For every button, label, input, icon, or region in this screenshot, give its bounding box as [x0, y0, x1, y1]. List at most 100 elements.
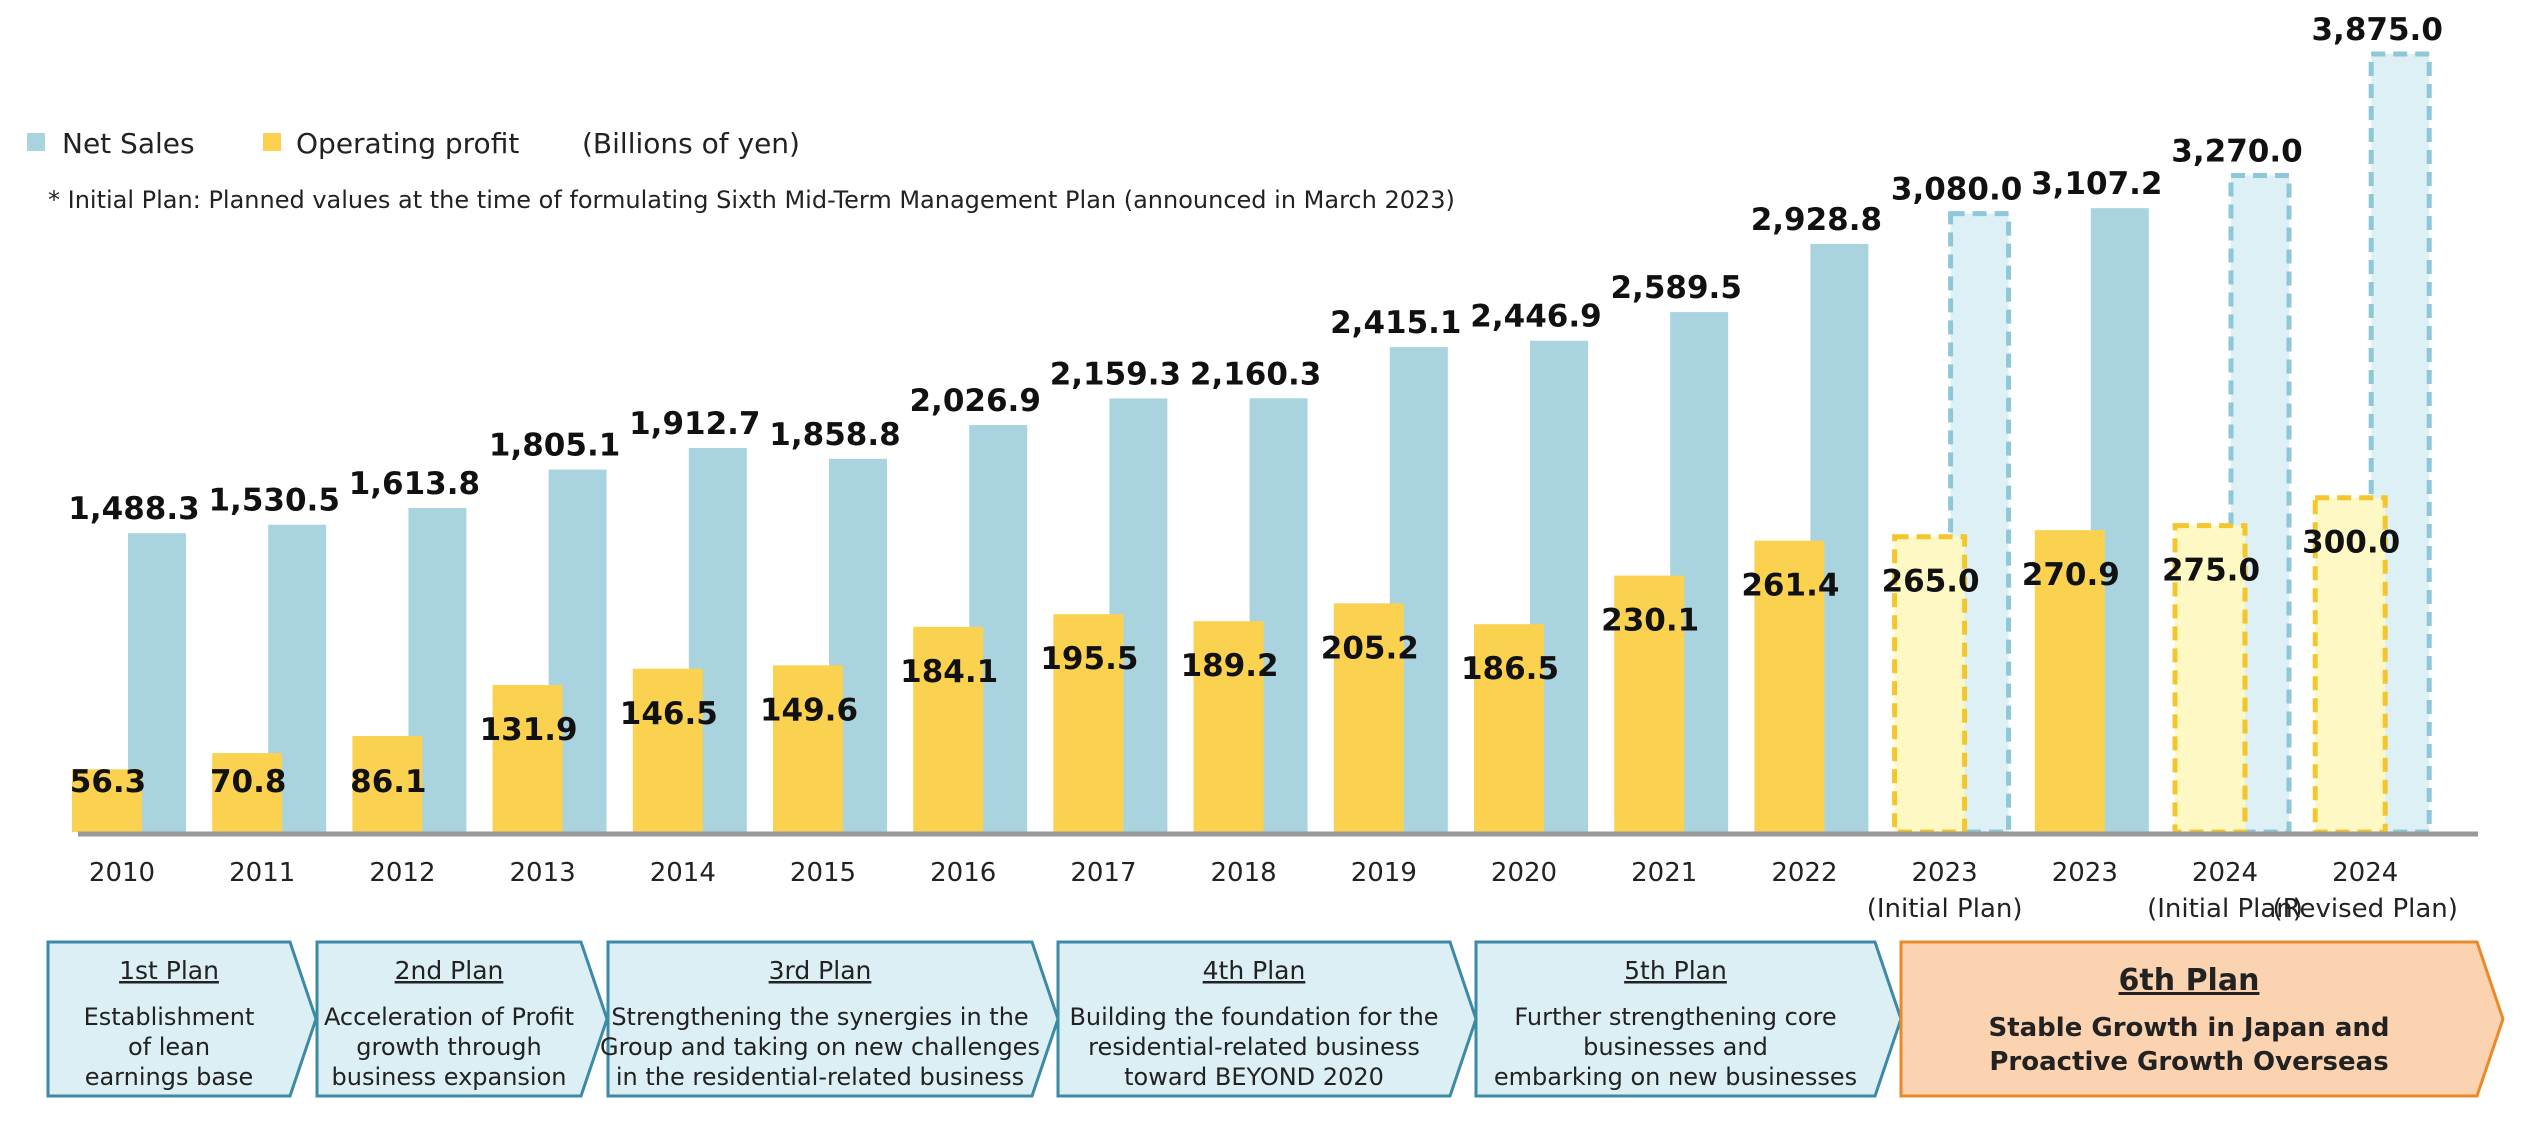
x-tick-label: 2016	[930, 858, 996, 888]
operating-profit-value-label: 149.6	[760, 692, 858, 728]
x-axis-labels: 2010 2011 2012 2013 2014 2015 2016 2017 2018 2019…	[89, 858, 2458, 924]
operating-profit-bar	[72, 769, 142, 832]
x-tick-label: 2018	[1211, 858, 1277, 888]
net-sales-value-label: 1,613.8	[349, 466, 480, 502]
plan-description-line: in the residential-related business	[616, 1063, 1024, 1091]
x-tick-label: 2011	[229, 858, 295, 888]
x-tick-label: 2023	[2052, 858, 2118, 888]
operating-profit-bar	[492, 685, 563, 832]
plan-box-4: 4th Plan Building the foundation for ther…	[1056, 940, 1478, 1098]
plan-arrow-shape	[606, 940, 1060, 1098]
net-sales-value-label: 1,858.8	[769, 417, 900, 453]
plan-description-line: Proactive Growth Overseas	[1989, 1047, 2388, 1077]
operating-profit-bar	[1053, 614, 1124, 832]
x-tick-label: 2017	[1070, 858, 1136, 888]
plan-description-line: earnings base	[85, 1063, 254, 1091]
operating-profit-value-label: 146.5	[620, 696, 718, 732]
net-sales-value-label: 2,415.1	[1330, 305, 1461, 341]
x-tick-label: (Initial Plan)	[1867, 894, 2023, 924]
operating-profit-value-label: 70.8	[210, 764, 287, 800]
legend-unit: (Billions of yen)	[582, 127, 800, 160]
operating-profit-bar	[913, 626, 984, 832]
net-sales-value-label: 3,875.0	[2311, 12, 2442, 48]
operating-profit-bar	[1614, 575, 1685, 832]
net-sales-value-label: 2,589.5	[1610, 270, 1741, 306]
plan-title: 3rd Plan	[769, 956, 872, 985]
operating-profit-bar	[1333, 603, 1404, 832]
plan-arrow-shape	[1056, 940, 1478, 1098]
plan-description-line: businesses and	[1583, 1033, 1768, 1061]
plan-description-line: toward BEYOND 2020	[1124, 1063, 1384, 1091]
x-tick-label: 2014	[650, 858, 716, 888]
plan-description-line: business expansion	[332, 1063, 567, 1091]
legend-swatch-operating-profit	[263, 133, 281, 151]
net-sales-value-label: 2,159.3	[1050, 356, 1181, 392]
x-tick-label: 2015	[790, 858, 856, 888]
operating-profit-bar	[2034, 530, 2105, 832]
x-tick-label: 2013	[510, 858, 576, 888]
operating-profit-value-label: 86.1	[350, 764, 427, 800]
bars: 1,488.3 56.3 1,530.5 70.8 1,613.8 86.1 1,805.1…	[68, 12, 2443, 835]
x-tick-label: 2010	[89, 858, 155, 888]
plan-description-line: Stable Growth in Japan and	[1988, 1013, 2389, 1043]
x-tick-label: 2022	[1771, 858, 1837, 888]
operating-profit-bar	[1193, 621, 1264, 832]
operating-profit-value-label: 195.5	[1040, 641, 1138, 677]
plan-description-line: Strengthening the synergies in the	[611, 1003, 1028, 1031]
x-tick-label: 2024	[2192, 858, 2258, 888]
operating-profit-bar	[212, 753, 283, 832]
x-tick-label: 2024	[2332, 858, 2398, 888]
plan-title: 5th Plan	[1624, 956, 1727, 985]
plan-description-line: growth through	[356, 1033, 541, 1061]
chart-note: * Initial Plan: Planned values at the ti…	[48, 186, 1455, 214]
net-sales-value-label: 3,107.2	[2031, 166, 2162, 202]
net-sales-value-label: 1,912.7	[629, 406, 760, 442]
operating-profit-bar	[1892, 534, 1968, 835]
operating-profit-bar	[2312, 495, 2388, 835]
plan-description-line: residential-related business	[1088, 1033, 1420, 1061]
x-tick-label: 2021	[1631, 858, 1697, 888]
legend-label-net-sales: Net Sales	[62, 127, 195, 160]
operating-profit-value-label: 184.1	[900, 654, 998, 690]
operating-profit-value-label: 205.2	[1321, 630, 1419, 666]
net-sales-bar	[2228, 172, 2292, 835]
plan-arrow-shape	[1899, 940, 2505, 1098]
x-tick-label: 2019	[1351, 858, 1417, 888]
plan-title: 6th Plan	[2119, 963, 2260, 998]
x-tick-label: 2023	[1912, 858, 1978, 888]
plan-description-line: Building the foundation for the	[1069, 1003, 1438, 1031]
operating-profit-bar	[632, 668, 703, 832]
plan-description-line: Acceleration of Profit	[324, 1003, 574, 1031]
net-sales-value-label: 1,805.1	[489, 428, 620, 464]
net-sales-value-label: 2,160.3	[1190, 356, 1321, 392]
operating-profit-value-label: 265.0	[1882, 564, 1980, 600]
plan-description-line: Establishment	[84, 1003, 255, 1031]
x-tick-label: (Initial Plan)	[2147, 894, 2303, 924]
x-tick-label: 2020	[1491, 858, 1557, 888]
legend-label-operating-profit: Operating profit	[296, 127, 519, 160]
operating-profit-value-label: 300.0	[2302, 525, 2400, 561]
net-sales-value-label: 1,530.5	[208, 483, 339, 519]
legend-swatch-net-sales	[27, 133, 45, 151]
plan-description-line: Group and taking on new challenges	[600, 1033, 1040, 1061]
x-tick-label: (Revised Plan)	[2272, 894, 2457, 924]
plan-title: 4th Plan	[1203, 956, 1306, 985]
operating-profit-value-label: 230.1	[1601, 603, 1699, 639]
operating-profit-bar	[1754, 540, 1825, 832]
net-sales-value-label: 3,270.0	[2171, 133, 2302, 169]
x-tick-label: 2012	[369, 858, 435, 888]
plan-description-line: of lean	[128, 1033, 210, 1061]
operating-profit-bar	[2172, 523, 2248, 835]
operating-profit-bar	[352, 736, 423, 832]
plan-title: 1st Plan	[119, 956, 219, 985]
operating-profit-bar	[773, 665, 843, 832]
net-sales-value-label: 2,026.9	[909, 383, 1040, 419]
net-sales-value-label: 2,446.9	[1470, 299, 1601, 335]
plan-description-line: embarking on new businesses	[1494, 1063, 1857, 1091]
plan-arrow-shape	[1474, 940, 1903, 1098]
plan-arrow-shape	[315, 940, 609, 1098]
operating-profit-value-label: 56.3	[70, 764, 147, 800]
